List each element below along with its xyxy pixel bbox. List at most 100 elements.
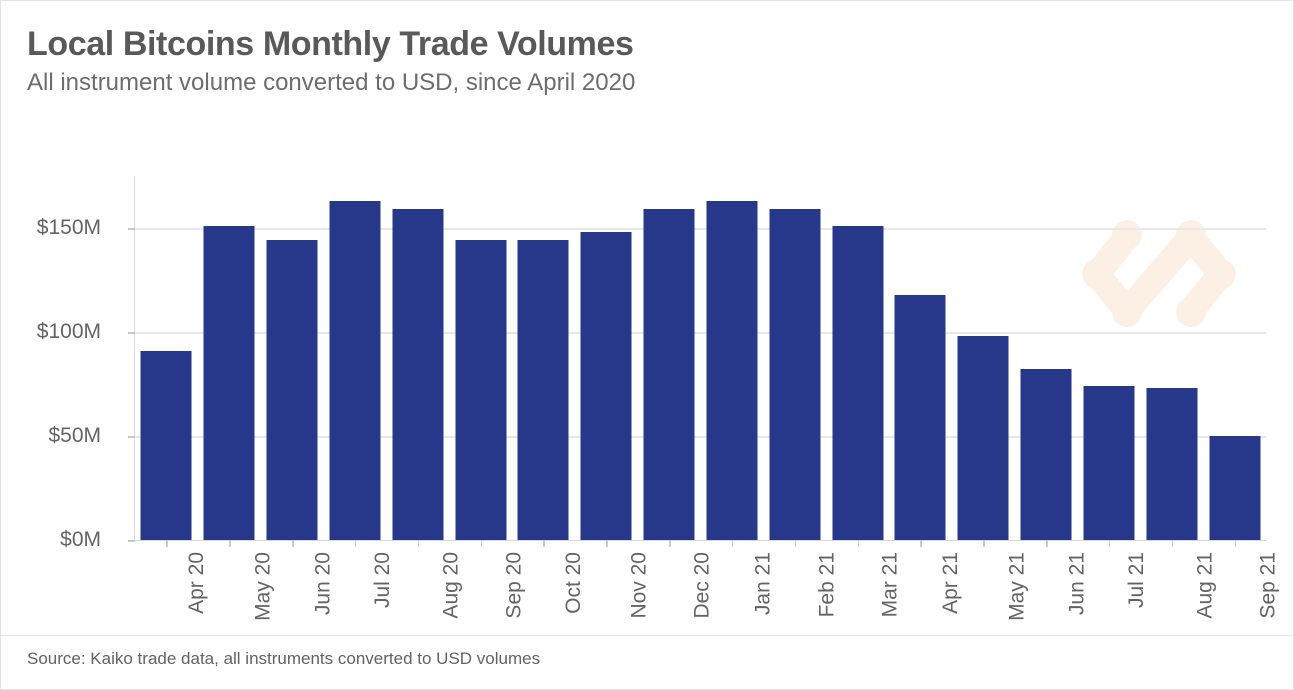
gridline	[135, 228, 1266, 230]
x-tick-slot: Oct 20	[512, 176, 585, 614]
bar[interactable]	[706, 200, 758, 540]
bar[interactable]	[580, 232, 632, 540]
x-tick-slot: Aug 20	[386, 176, 462, 619]
x-tick-mark	[794, 540, 797, 547]
bar[interactable]	[1209, 436, 1261, 540]
x-tick-slot: Jun 21	[1015, 176, 1089, 615]
x-tick-mark	[669, 540, 671, 547]
bar-slot	[1140, 176, 1203, 540]
x-tick-mark	[606, 540, 608, 547]
x-tick-mark	[543, 540, 545, 547]
x-tick-label-text: May 20	[251, 552, 275, 621]
x-tick-label-text: Apr 21	[939, 552, 963, 614]
x-tick-slot: Feb 21	[763, 176, 838, 617]
bar[interactable]	[392, 209, 444, 540]
x-tick-slot: Jun 20	[261, 176, 335, 615]
bar-slot	[1078, 176, 1141, 540]
x-tick-mark	[1234, 540, 1237, 547]
x-tick-label-text: Dec 20	[690, 552, 714, 619]
bar[interactable]	[140, 350, 192, 540]
x-tick-label-text: Sep 21	[1255, 552, 1279, 619]
plot-area: $0M $50M $100M $150M Apr 20 May 20 Jun 20 Jul …	[37, 176, 1279, 621]
x-tick-slot: Jan 21	[701, 176, 774, 615]
x-tick-label-text: Jul 20	[370, 552, 394, 609]
bar[interactable]	[1083, 386, 1135, 540]
bar[interactable]	[894, 294, 946, 540]
y-tick-label: $0M	[60, 528, 101, 551]
x-tick-slot: Mar 21	[826, 176, 901, 617]
chart-subtitle: All instrument volume converted to USD, …	[27, 69, 636, 96]
bar-slot	[638, 176, 701, 540]
x-tick-slot: Apr 20	[135, 176, 208, 614]
footer-divider	[1, 635, 1293, 636]
gridline	[135, 436, 1266, 438]
bar[interactable]	[266, 240, 318, 540]
bar[interactable]	[769, 209, 821, 540]
bar[interactable]	[1146, 388, 1198, 540]
bar[interactable]	[1020, 369, 1072, 540]
bar[interactable]	[517, 240, 569, 540]
x-tick-label-text: May 21	[1005, 552, 1029, 621]
x-tick-slot: Dec 20	[638, 176, 713, 619]
bar-slot	[198, 176, 261, 540]
y-tick-mark	[128, 228, 135, 230]
x-tick-mark	[1046, 540, 1048, 547]
y-tick-mark	[128, 436, 135, 438]
x-tick-label-text: Aug 20	[439, 552, 463, 619]
bar-slot	[135, 176, 198, 540]
x-tick-label-text: Feb 21	[815, 552, 839, 618]
x-tick-label-text: Nov 20	[627, 552, 651, 619]
bar[interactable]	[329, 200, 381, 540]
x-tick-label-text: Jun 21	[1065, 552, 1089, 616]
bar-slot	[952, 176, 1015, 540]
bar[interactable]	[643, 209, 695, 540]
x-tick-slot: May 21	[952, 176, 1029, 621]
x-tick-slot: Sep 20	[449, 176, 525, 619]
y-tick-mark	[128, 332, 135, 334]
x-tick-slot: Apr 21	[889, 176, 962, 614]
bar-slot	[324, 176, 387, 540]
bar-slot	[449, 176, 512, 540]
x-tick-mark	[983, 540, 985, 547]
x-tick-mark	[229, 540, 231, 547]
x-tick-label-text: Sep 20	[501, 552, 525, 619]
x-tick-mark	[1108, 540, 1111, 547]
bar[interactable]	[455, 240, 507, 540]
x-tick-label-text: Aug 21	[1193, 552, 1217, 619]
bar[interactable]	[957, 336, 1009, 540]
chart-header: Local Bitcoins Monthly Trade Volumes All…	[27, 23, 1257, 99]
bar-slot	[763, 176, 826, 540]
x-tick-label-text: Oct 20	[562, 552, 586, 614]
bar-slot	[386, 176, 449, 540]
x-tick-label-text: Apr 20	[185, 552, 209, 614]
x-tick-mark	[292, 540, 294, 547]
x-tick-mark	[480, 540, 483, 547]
x-tick-mark	[1171, 540, 1174, 547]
x-tick-mark	[920, 540, 922, 547]
bar-slot	[575, 176, 638, 540]
x-tick-mark	[354, 540, 357, 547]
x-tick-label-text: Jun 20	[311, 552, 335, 616]
bar-slot	[512, 176, 575, 540]
y-tick-label: $100M	[36, 320, 101, 343]
x-tick-label-text: Jan 21	[751, 552, 775, 616]
bar-slot	[701, 176, 764, 540]
gridline	[135, 332, 1266, 334]
bar[interactable]	[832, 225, 884, 540]
x-tick-label-text: Jul 21	[1124, 552, 1148, 609]
x-tick-slot: Sep 21	[1203, 176, 1279, 619]
bar-slot	[261, 176, 324, 540]
x-tick-slot: Jul 21	[1078, 176, 1148, 608]
bar-slot	[889, 176, 952, 540]
bar-series	[135, 176, 1266, 540]
bar-slot	[1015, 176, 1078, 540]
bar-slot	[1203, 176, 1266, 540]
x-tick-label-text: Mar 21	[878, 552, 902, 618]
x-tick-mark	[417, 540, 420, 547]
y-tick-mark	[128, 540, 135, 542]
y-tick-label: $150M	[36, 216, 101, 239]
bar[interactable]	[203, 225, 255, 540]
x-tick-slot: Aug 21	[1140, 176, 1216, 619]
